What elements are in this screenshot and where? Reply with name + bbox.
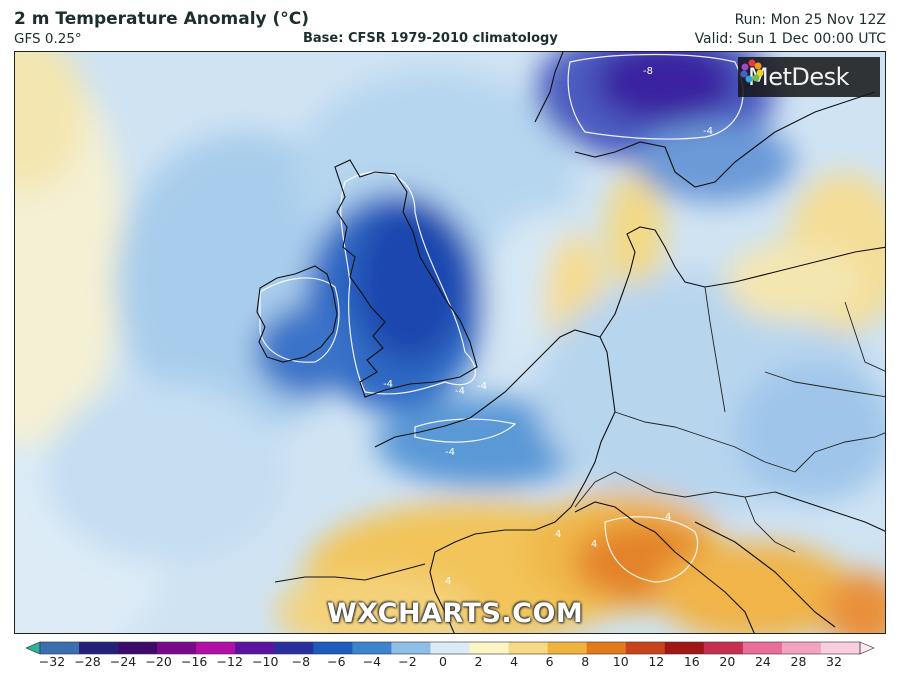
valid-time-label: Valid: Sun 1 Dec 00:00 UTC — [694, 31, 886, 47]
colorbar-segment — [391, 642, 431, 654]
colorbar-segment — [352, 642, 392, 654]
anomaly-map: -4 -4 -4 -4 -4 -8 4 4 4 4 MetDesk WXC — [14, 51, 886, 634]
colorbar-segment — [469, 642, 510, 654]
colorbar-scale — [25, 641, 875, 655]
colorbar-tick-label: 0 — [439, 654, 447, 669]
anomaly-shading — [15, 52, 885, 633]
colorbar-tick-label: 16 — [683, 654, 700, 669]
colorbar-segment — [235, 642, 275, 654]
colorbar-tick-label: 10 — [612, 654, 629, 669]
colorbar-tick-label: 2 — [474, 654, 483, 669]
colorbar-segment — [820, 642, 861, 654]
contour-label: -4 — [455, 386, 465, 397]
metdesk-logo-text: MetDesk — [748, 63, 850, 91]
contour-label: 4 — [665, 512, 671, 523]
colorbar-segment — [508, 642, 549, 654]
watermark: WXCHARTS.COM — [327, 598, 584, 629]
colorbar-tick-label: −28 — [74, 654, 101, 669]
contour-lines — [259, 53, 744, 583]
colorbar-segment — [664, 642, 705, 654]
model-label: GFS 0.25° — [14, 31, 82, 47]
colorbar-tick-label: −12 — [216, 654, 243, 669]
colorbar-segment — [586, 642, 627, 654]
colorbar-max-arrow — [859, 641, 875, 655]
colorbar-tick-label: −16 — [180, 654, 208, 669]
colorbar-tick-label: 20 — [719, 654, 736, 669]
colorbar-tick-label: 4 — [510, 654, 519, 669]
colorbar-tick-label: 12 — [648, 654, 665, 669]
colorbar-tick-label: −4 — [362, 654, 382, 669]
colorbar-segment — [79, 642, 119, 654]
contour-label: -4 — [703, 126, 713, 137]
colorbar-tick-label: 28 — [790, 654, 807, 669]
contour-label: 4 — [445, 576, 451, 587]
run-time-label: Run: Mon 25 Nov 12Z — [734, 12, 886, 28]
climatology-base-label: Base: CFSR 1979-2010 climatology — [303, 31, 558, 46]
metdesk-logo-icon — [740, 59, 764, 83]
colorbar-segment — [625, 642, 666, 654]
colorbar-tick-label: 8 — [581, 654, 590, 669]
colorbar-tick-label: −20 — [145, 654, 172, 669]
colorbar-segment — [118, 642, 158, 654]
colorbar-segment — [430, 642, 471, 654]
colorbar-segment — [547, 642, 588, 654]
colorbar-segment — [196, 642, 236, 654]
colorbar-segment — [781, 642, 822, 654]
map-canvas: -4 -4 -4 -4 -4 -8 4 4 4 4 — [15, 52, 885, 633]
metdesk-logo: MetDesk — [738, 57, 880, 97]
colorbar-tick-label: 6 — [545, 654, 554, 669]
country-borders — [574, 286, 885, 553]
contour-label: -4 — [477, 381, 487, 392]
colorbar-labels: −32 −28 −24 −20 −16 −12 −10 −8 −6 −4 −2 0 2 4 6 8 10 12 16… — [26, 654, 874, 674]
contour-label: -8 — [643, 66, 653, 77]
chart-title: 2 m Temperature Anomaly (°C) — [14, 9, 310, 29]
colorbar-segment — [703, 642, 744, 654]
colorbar-tick-label: 24 — [754, 654, 771, 669]
colorbar-segment — [313, 642, 353, 654]
colorbar-tick-label: −8 — [291, 654, 311, 669]
colorbar: −32 −28 −24 −20 −16 −12 −10 −8 −6 −4 −2 0 2 4 6 8 10 12 16… — [25, 640, 875, 686]
colorbar-tick-label: −2 — [398, 654, 417, 669]
colorbar-segment — [742, 642, 783, 654]
contour-label: 4 — [591, 539, 597, 550]
colorbar-segment — [157, 642, 197, 654]
colorbar-tick-label: −32 — [38, 654, 66, 669]
contour-label: -4 — [383, 379, 393, 390]
contour-label: -4 — [445, 447, 455, 458]
colorbar-tick-label: −10 — [252, 654, 279, 669]
colorbar-tick-label: −6 — [327, 654, 346, 669]
colorbar-segment — [274, 642, 314, 654]
colorbar-min-arrow — [25, 641, 41, 655]
contour-label: 4 — [555, 529, 561, 540]
colorbar-tick-label: −24 — [109, 654, 137, 669]
colorbar-segment — [40, 642, 80, 654]
contour-label-group: -4 -4 -4 -4 -4 -8 4 4 4 4 — [383, 66, 713, 587]
colorbar-tick-label: 32 — [826, 654, 842, 669]
